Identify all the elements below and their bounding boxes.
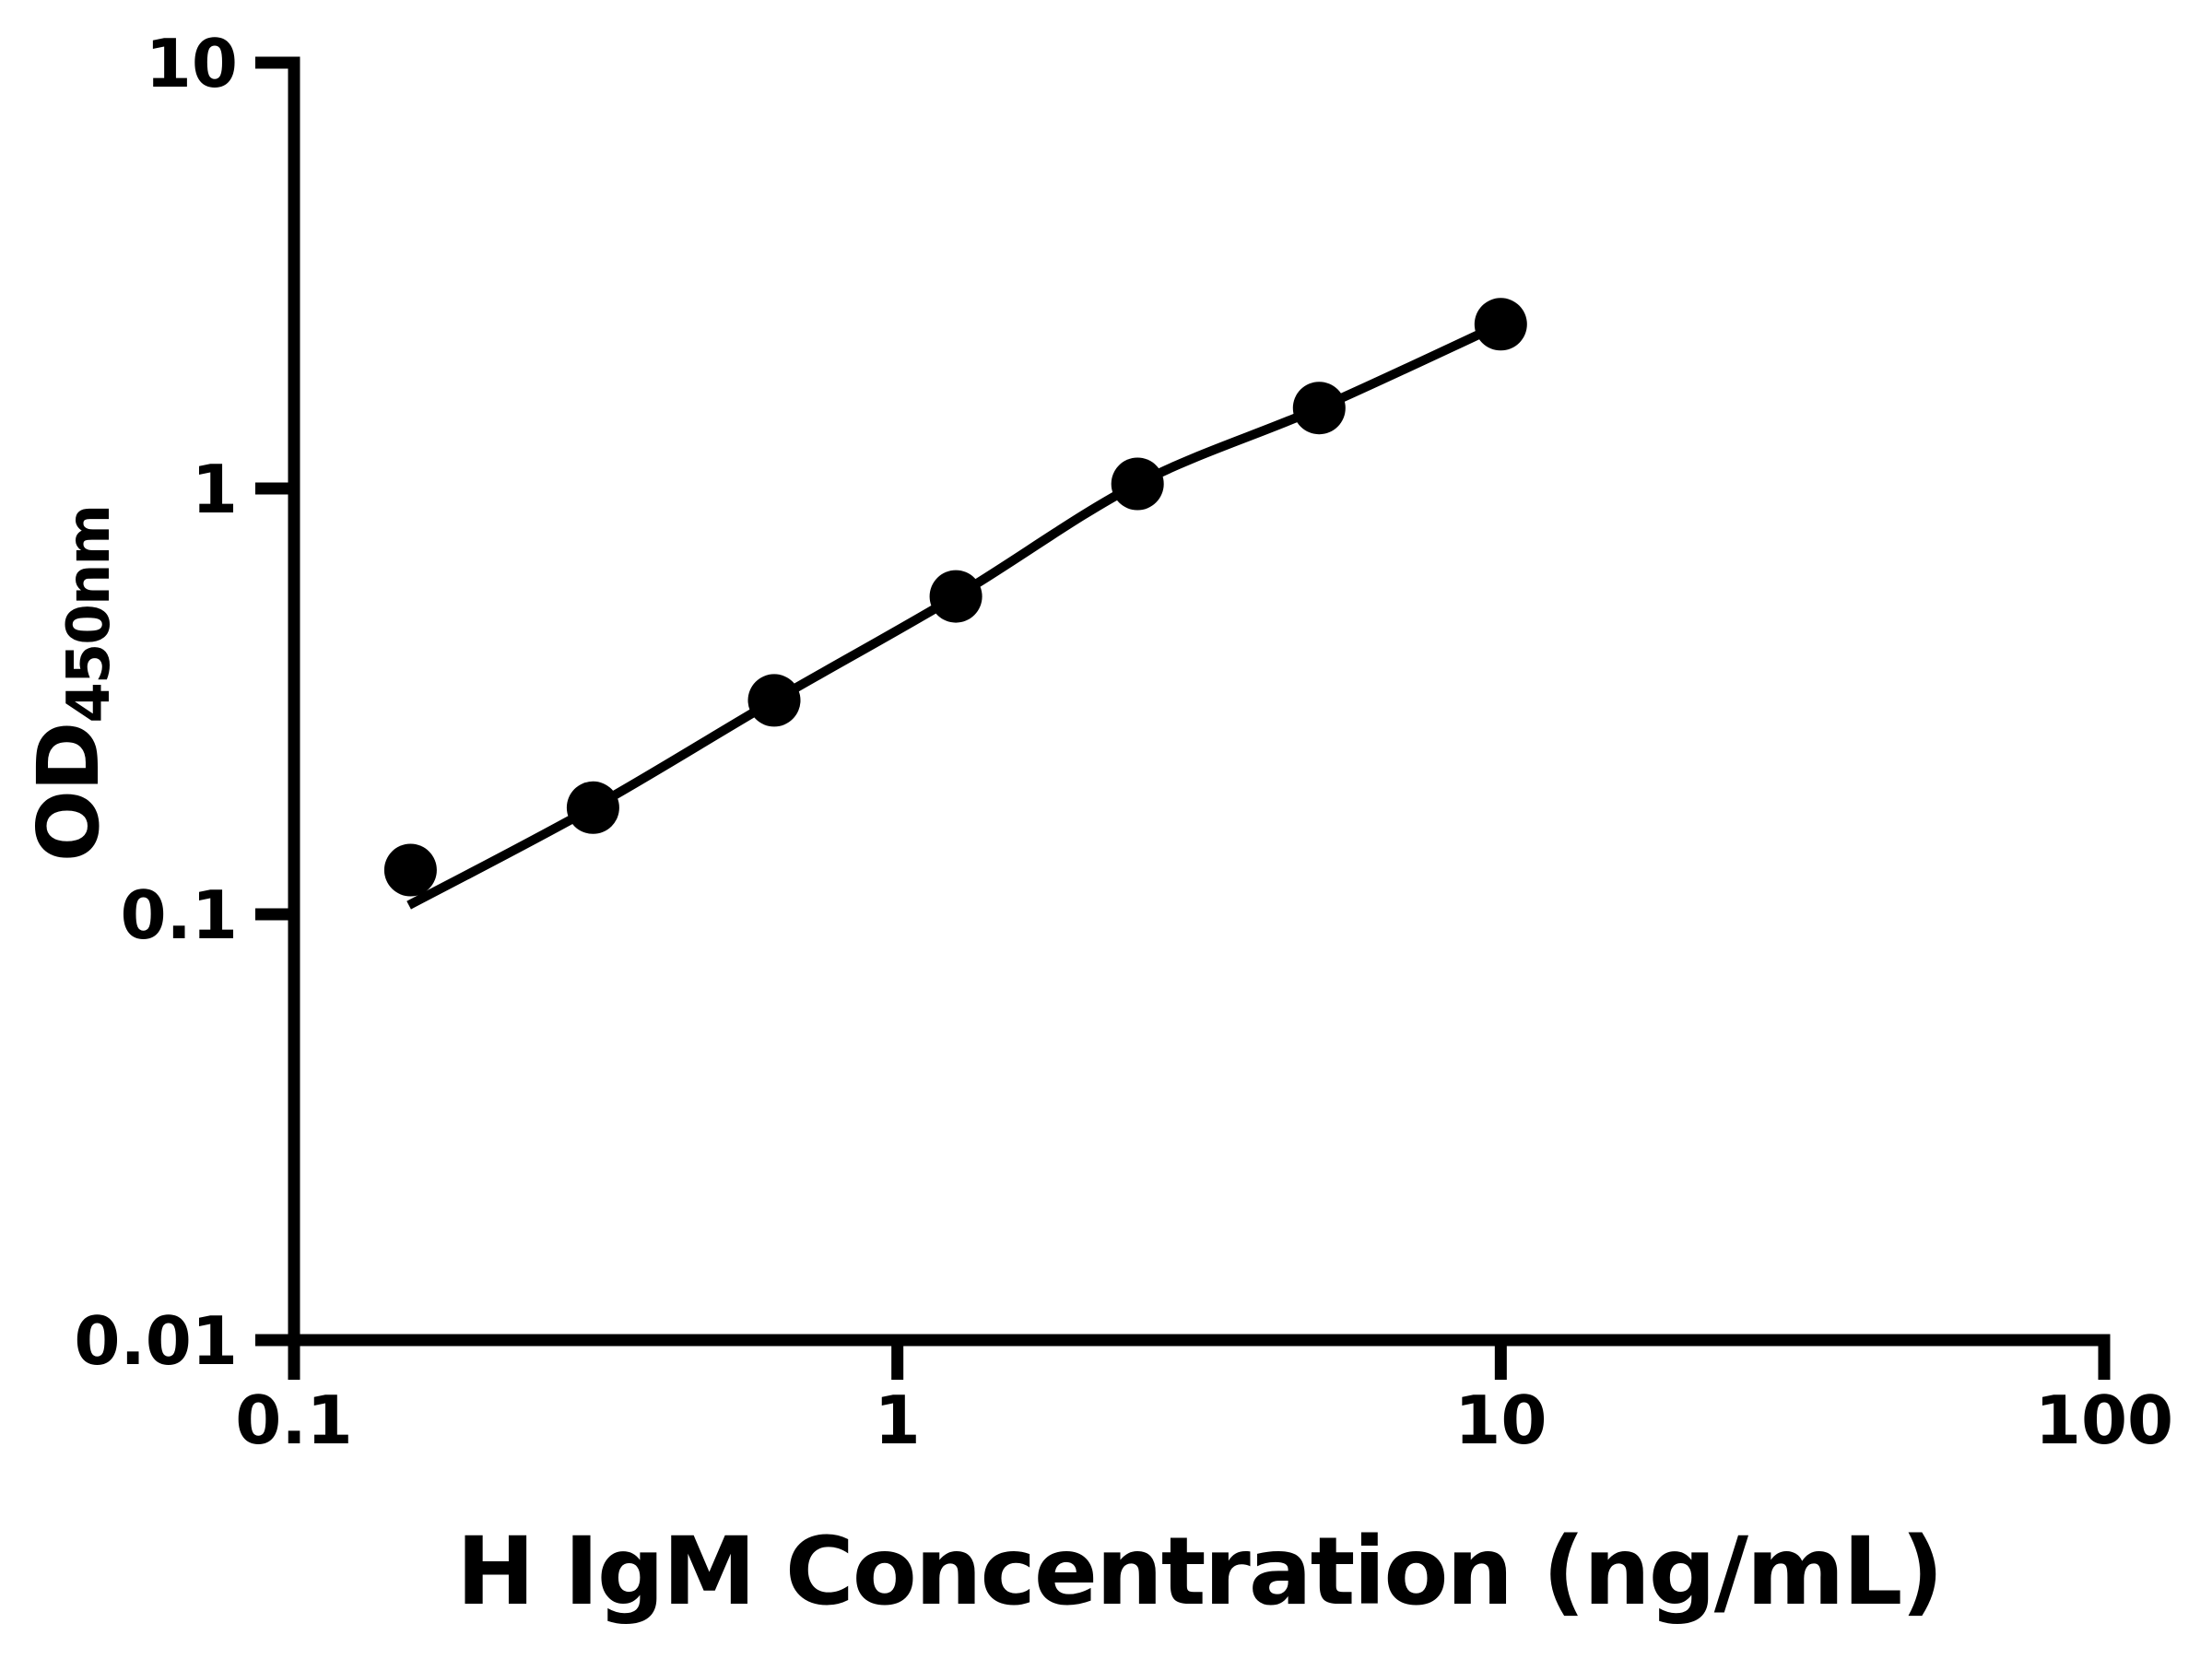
- x-tick-label: 0.1: [235, 1382, 353, 1459]
- y-axis-title-subscript: 450nm: [55, 505, 124, 724]
- data-point: [1474, 298, 1527, 351]
- y-tick-label: 1: [192, 451, 238, 528]
- y-tick-label: 0.01: [74, 1302, 238, 1380]
- data-point: [1292, 382, 1346, 435]
- x-axis-title: H IgM Concentration (ng/mL): [456, 1517, 1942, 1627]
- data-point: [929, 570, 982, 623]
- data-points-layer: [383, 298, 1527, 897]
- x-tick-label: 1: [875, 1382, 921, 1459]
- y-tick-label: 10: [146, 25, 238, 102]
- y-tick-label: 0.1: [120, 877, 238, 954]
- y-axis-title: OD450nm: [5, 361, 134, 1006]
- data-point: [383, 843, 437, 897]
- data-point: [747, 674, 801, 727]
- x-tick-label: 10: [1454, 1382, 1547, 1459]
- y-axis-title-main: OD: [19, 723, 118, 863]
- axes: [255, 56, 2111, 1380]
- data-point: [1111, 457, 1164, 511]
- data-point: [566, 781, 619, 834]
- x-tick-label: 100: [2035, 1382, 2173, 1459]
